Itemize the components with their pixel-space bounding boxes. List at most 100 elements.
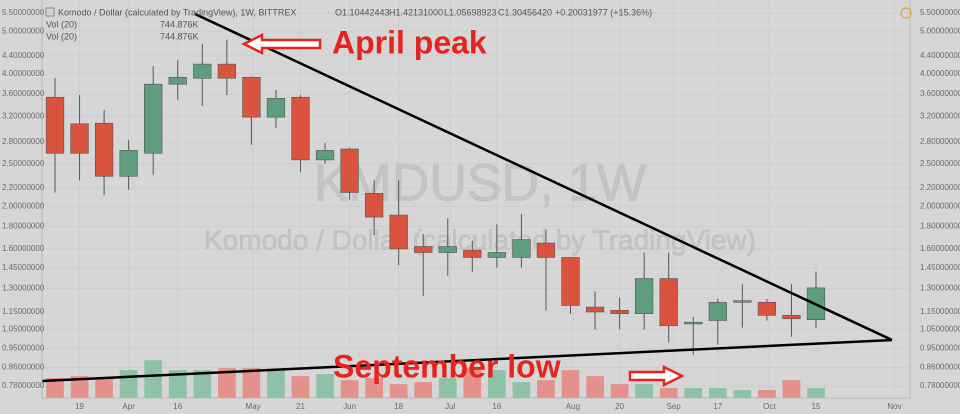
arrow xyxy=(628,364,685,388)
candles xyxy=(45,39,826,355)
candle-body xyxy=(659,278,678,327)
volume-bar xyxy=(463,368,482,398)
candle-body xyxy=(782,315,801,320)
ohlc-close: C1.30456420 xyxy=(498,7,552,17)
y-tick-label: 0.78000000 xyxy=(920,381,960,390)
candle-body xyxy=(414,246,433,253)
candle-body xyxy=(512,239,531,258)
x-tick-label: Aug xyxy=(566,402,580,411)
candle-body xyxy=(463,249,482,258)
candle-body xyxy=(733,300,752,303)
ohlc-low: L1.05698923 xyxy=(444,7,497,17)
volume-bar xyxy=(340,380,359,398)
candle-body xyxy=(389,214,408,250)
y-tick-label: 5.00000000 xyxy=(920,26,960,35)
x-tick-label: 17 xyxy=(713,402,722,411)
candle-body xyxy=(635,278,654,314)
y-tick-label: 3.20000000 xyxy=(2,112,45,121)
y-tick-label: 1.15000000 xyxy=(2,307,45,316)
volume-bar xyxy=(144,360,163,398)
annotation: April peak xyxy=(332,24,487,60)
chart-title: Komodo / Dollar (calculated by TradingVi… xyxy=(58,7,296,17)
watermark: KMDUSD, 1W xyxy=(314,155,646,213)
volume-bar xyxy=(561,370,580,398)
candle-body xyxy=(708,301,727,321)
y-tick-label: 3.20000000 xyxy=(920,112,960,121)
candle-body xyxy=(144,83,163,154)
volume-bar xyxy=(193,370,212,398)
change: +0.20031977 (+15.36%) xyxy=(555,7,652,17)
candle-body xyxy=(291,96,310,161)
candle-body xyxy=(119,150,138,177)
axis-labels: 0.78000000 0.78000000 0.86000000 0.86000000… xyxy=(2,8,960,411)
volume-bar xyxy=(488,370,506,398)
volume-bar xyxy=(758,390,776,398)
volume-bar xyxy=(218,368,236,398)
y-tick-label: 5.50000000 xyxy=(920,8,960,17)
candle-body xyxy=(94,122,114,177)
y-tick-label: 2.20000000 xyxy=(920,183,960,192)
candle-body xyxy=(561,257,580,306)
volume-value: 744.876K xyxy=(160,31,199,41)
volume-bar xyxy=(365,378,383,398)
candle-body xyxy=(610,310,629,314)
volume-bar xyxy=(807,388,825,398)
trend-line xyxy=(194,12,893,342)
y-tick-label: 2.00000000 xyxy=(920,201,960,210)
volume-value: 744.876K xyxy=(160,19,199,29)
annotation: September low xyxy=(333,348,561,384)
x-tick-label: 18 xyxy=(394,402,403,411)
y-tick-label: 0.95000000 xyxy=(2,344,45,353)
candle-body xyxy=(315,150,335,161)
volume-bar xyxy=(586,376,604,398)
candle-body xyxy=(242,76,261,118)
candle-body xyxy=(585,306,605,313)
alert-icon[interactable] xyxy=(900,7,912,19)
volume-bar xyxy=(512,382,531,398)
candle-body xyxy=(364,193,384,218)
y-tick-label: 1.80000000 xyxy=(920,222,960,231)
y-tick-label: 2.80000000 xyxy=(920,137,960,146)
volume-bar xyxy=(291,376,310,398)
y-tick-label: 3.60000000 xyxy=(920,89,960,98)
y-tick-label: 2.00000000 xyxy=(2,201,45,210)
volume-legend: Vol (20) xyxy=(46,31,77,41)
y-tick-label: 4.40000000 xyxy=(920,51,960,60)
volume-bar xyxy=(659,388,678,398)
y-tick-label: 0.86000000 xyxy=(2,363,45,372)
y-tick-label: 1.30000000 xyxy=(920,284,960,293)
volume-bar xyxy=(389,384,408,398)
candle-body xyxy=(340,148,359,193)
volume-bar xyxy=(316,374,334,398)
volume-bar xyxy=(708,388,727,398)
ohlc-open: O1.10442443 xyxy=(335,7,390,17)
y-tick-label: 1.60000000 xyxy=(2,244,45,253)
x-tick-label: Oct xyxy=(763,402,776,411)
y-tick-label: 3.60000000 xyxy=(2,89,45,98)
candle-body xyxy=(438,246,457,253)
volume-legend: Vol (20) xyxy=(46,19,77,29)
y-tick-label: 1.05000000 xyxy=(2,324,45,333)
candle-body xyxy=(487,252,507,258)
y-tick-label: 4.00000000 xyxy=(920,69,960,78)
candle-body xyxy=(168,76,187,85)
y-tick-label: 4.40000000 xyxy=(2,51,45,60)
left-axis xyxy=(0,0,42,398)
volume-bar xyxy=(610,384,629,398)
candle-body xyxy=(193,63,212,79)
x-tick-label: 21 xyxy=(296,402,305,411)
candle-body xyxy=(757,301,777,316)
volume-bar xyxy=(70,376,89,398)
volume-bar xyxy=(635,384,653,398)
volume-bar xyxy=(438,378,457,398)
y-tick-label: 2.50000000 xyxy=(920,159,960,168)
x-tick-label: Nov xyxy=(887,402,901,411)
y-tick-label: 1.45000000 xyxy=(2,263,45,272)
y-tick-label: 1.60000000 xyxy=(920,244,960,253)
candle-body xyxy=(217,63,236,79)
volume-bar xyxy=(684,388,703,398)
y-tick-label: 1.30000000 xyxy=(2,284,45,293)
y-tick-label: 2.80000000 xyxy=(2,137,45,146)
x-tick-label: 16 xyxy=(173,402,182,411)
